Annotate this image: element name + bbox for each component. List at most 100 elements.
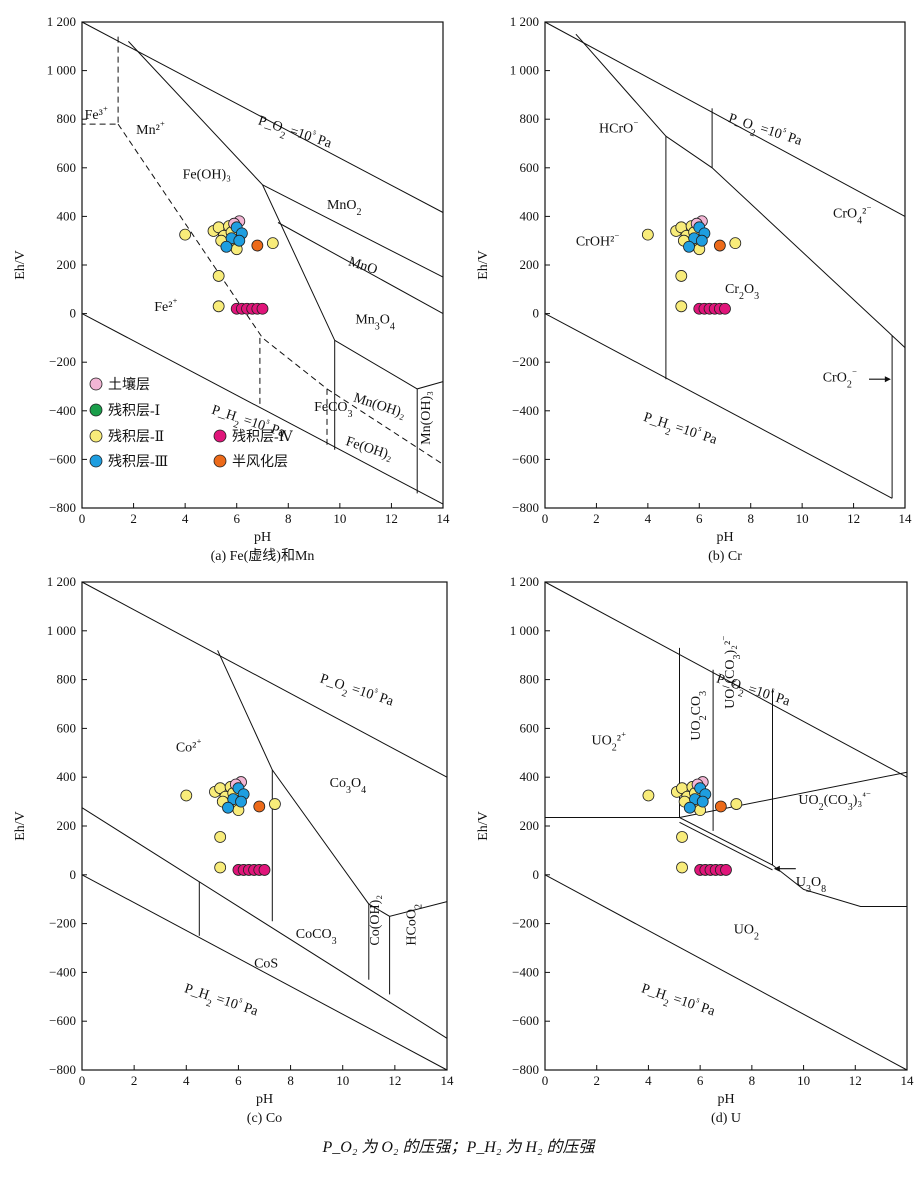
y-tick-label: 400 xyxy=(520,208,540,223)
stability-boundary xyxy=(81,874,448,1071)
y-axis-label: Eh/V xyxy=(13,811,28,841)
sample-point xyxy=(683,240,695,253)
y-tick-label: 200 xyxy=(520,818,540,833)
x-tick-label: 2 xyxy=(131,1073,138,1088)
sample-point xyxy=(220,240,233,253)
region-label: P_H2 =10⁵ Pa xyxy=(638,979,718,1024)
region-label: Cr2O3 xyxy=(725,282,759,302)
legend-marker xyxy=(89,377,103,391)
y-tick-label: −600 xyxy=(512,1013,539,1028)
y-tick-label: −400 xyxy=(512,403,539,418)
y-tick-label: 200 xyxy=(57,257,77,272)
stability-boundary xyxy=(262,184,444,278)
x-tick-label: 6 xyxy=(696,511,703,526)
x-tick-label: 4 xyxy=(183,1073,190,1088)
sample-point xyxy=(212,270,225,282)
stability-boundary xyxy=(334,339,444,390)
label-arrow-head xyxy=(773,865,780,872)
x-axis-label: pH xyxy=(254,530,271,545)
y-tick-label: 400 xyxy=(57,769,77,784)
legend-label: 残积层-Ⅲ xyxy=(108,454,168,470)
region-label: U3O8 xyxy=(796,875,826,895)
sample-point xyxy=(269,798,281,810)
x-tick-label: 4 xyxy=(182,511,189,526)
region-label: P_O2 =10⁵ Pa xyxy=(255,111,335,156)
x-tick-label: 14 xyxy=(901,1073,915,1088)
y-tick-label: 1 200 xyxy=(510,574,539,589)
region-label: CoS xyxy=(254,957,278,972)
y-tick-label: 1 200 xyxy=(47,574,76,589)
x-axis-label: pH xyxy=(256,1092,273,1107)
stability-boundary xyxy=(575,33,667,380)
x-tick-label: 14 xyxy=(899,511,913,526)
region-label: UO2²⁺ xyxy=(592,731,627,753)
region-label: CoCO3 xyxy=(296,927,337,947)
stability-boundary xyxy=(81,21,444,213)
y-tick-label: 1 200 xyxy=(510,14,539,29)
y-tick-label: 600 xyxy=(57,160,77,175)
region-label: CrO4²⁻ xyxy=(833,204,872,226)
sample-point xyxy=(676,861,688,874)
legend-marker xyxy=(213,429,227,443)
x-tick-label: 12 xyxy=(385,511,398,526)
region-label: Mn(OH)₂ xyxy=(352,391,408,422)
x-tick-label: 0 xyxy=(542,511,549,526)
chart-panel-3: 0 2 4 6 8 10 12 14 −800 −600 −400 −200 0 200 400 600 800… xyxy=(13,574,454,1126)
sample-point xyxy=(719,302,731,315)
x-axis-label: pH xyxy=(716,530,733,545)
sample-point xyxy=(675,270,688,282)
y-tick-label: 400 xyxy=(57,208,77,223)
x-tick-label: 14 xyxy=(441,1073,455,1088)
sample-point xyxy=(675,300,688,313)
x-tick-label: 6 xyxy=(233,511,240,526)
x-tick-label: 0 xyxy=(79,1073,86,1088)
y-tick-label: −800 xyxy=(49,1062,76,1077)
chart-caption: (b) Cr xyxy=(708,549,742,564)
chart-panel-1: 0 2 4 6 8 10 12 14 −800 −600 −400 −200 0 200 400 600 800… xyxy=(13,14,450,564)
x-tick-label: 10 xyxy=(333,511,346,526)
y-tick-label: −600 xyxy=(49,1013,76,1028)
sample-point xyxy=(729,237,742,250)
sample-point xyxy=(266,237,279,250)
y-tick-label: −800 xyxy=(512,1062,539,1077)
sample-point xyxy=(696,795,709,808)
legend-label: 土壤层 xyxy=(108,376,150,393)
stability-boundary xyxy=(82,36,119,125)
x-tick-label: 8 xyxy=(287,1073,294,1088)
x-tick-label: 12 xyxy=(847,511,860,526)
region-label: P_H2 =10⁵ Pa xyxy=(181,979,261,1024)
stability-boundary xyxy=(277,222,444,315)
legend-label: 残积层-Ⅳ xyxy=(232,429,294,445)
y-tick-label: 800 xyxy=(520,672,540,687)
sample-point xyxy=(695,234,708,247)
x-tick-label: 12 xyxy=(388,1073,401,1088)
y-tick-label: 1 200 xyxy=(47,14,76,29)
y-tick-label: −400 xyxy=(49,403,76,418)
chart-caption: (d) U xyxy=(711,1111,741,1126)
stability-boundary xyxy=(545,817,907,907)
y-tick-label: 800 xyxy=(57,111,77,126)
plot-frame xyxy=(81,581,448,1071)
figure-footnote: P_O₂ 为 O₂ 的压强；P_H₂ 为 H₂ 的压强 xyxy=(322,1139,595,1156)
label-arrow-head xyxy=(884,376,891,383)
region-label: UO2 xyxy=(734,922,759,942)
sample-point xyxy=(641,228,654,241)
y-tick-label: −200 xyxy=(49,354,76,369)
y-tick-label: 0 xyxy=(533,306,540,321)
chart-caption: (c) Co xyxy=(247,1111,282,1126)
y-tick-label: 600 xyxy=(520,720,540,735)
x-tick-label: 12 xyxy=(849,1073,862,1088)
region-label: P_O2 =10⁵ Pa xyxy=(725,109,805,154)
region-label: FeCO3 xyxy=(314,400,352,420)
y-tick-label: −200 xyxy=(512,916,539,931)
y-tick-label: 400 xyxy=(520,769,540,784)
y-tick-label: −800 xyxy=(512,500,539,515)
region-label: Fe(OH)₂ xyxy=(344,434,395,463)
plot-frame xyxy=(544,21,906,509)
sample-point xyxy=(683,801,696,814)
y-tick-label: 1 000 xyxy=(510,623,539,638)
sample-point xyxy=(258,864,271,876)
sample-point xyxy=(714,800,727,813)
y-tick-label: −400 xyxy=(49,964,76,979)
